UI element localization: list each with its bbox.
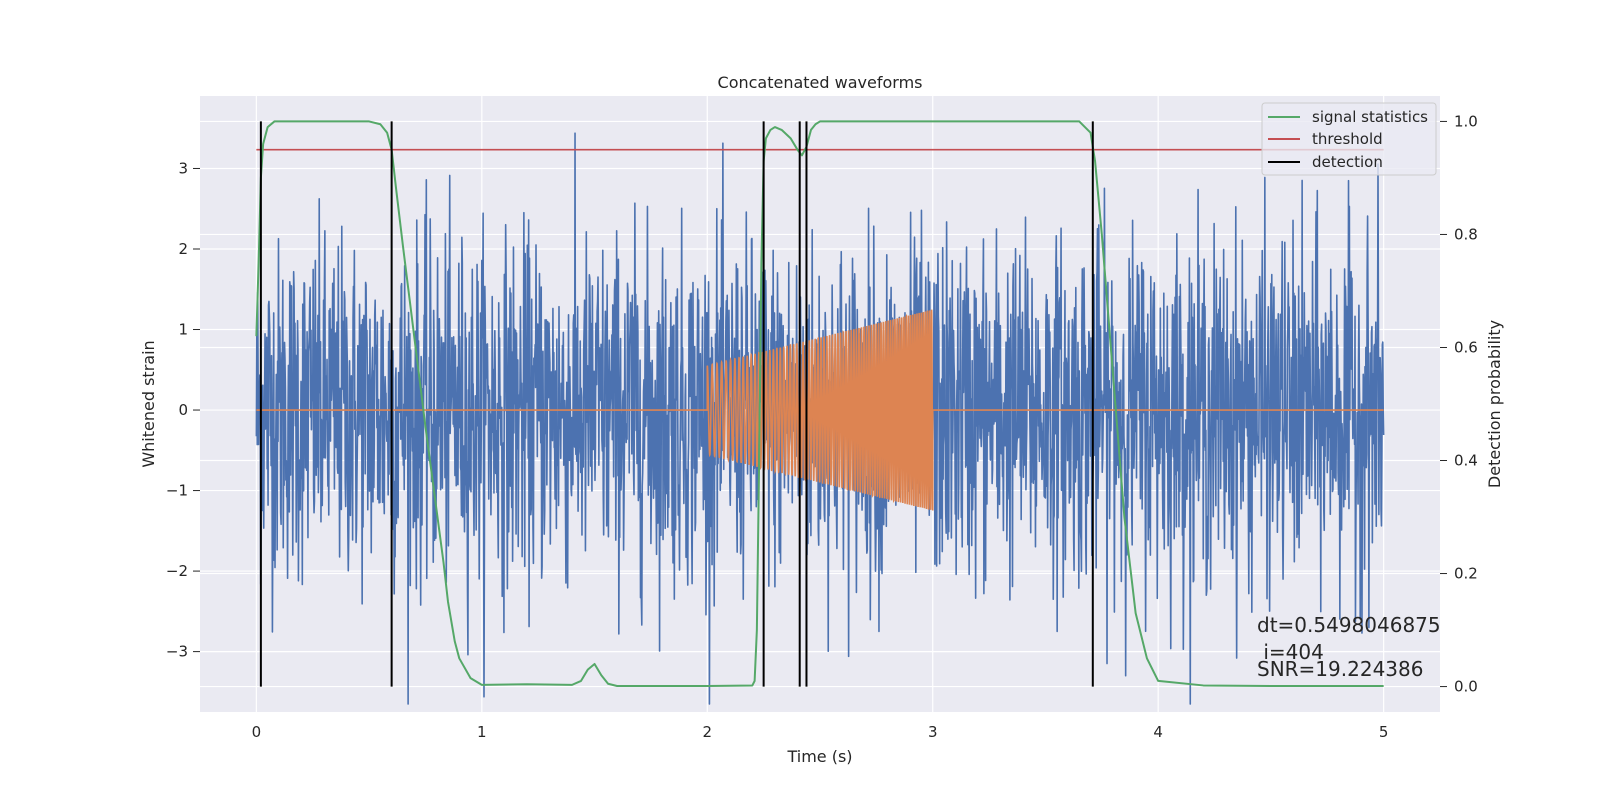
template-series-line: [256, 309, 1384, 511]
legend-label-threshold: threshold: [1312, 130, 1383, 148]
x-tick-label: 4: [1153, 723, 1163, 741]
signal-statistics-line: [255, 120, 1384, 687]
y-tick-label-right: 0.2: [1454, 565, 1478, 583]
y-axis-label-left: Whitened strain: [139, 340, 158, 467]
ticks: 0 1 2 3 4 5 −3 −2 −1 0 1 2 3 0.0 0.2 0.4 0.6 0.8 1.0: [166, 112, 1478, 741]
y-tick-label-left: −3: [166, 643, 188, 661]
x-tick-label: 1: [477, 723, 487, 741]
annotation-i: i=404: [1257, 640, 1324, 664]
legend-label-detection: detection: [1312, 153, 1383, 171]
annotation-snr: SNR=19.224386: [1257, 657, 1423, 681]
y-tick-label-left: 2: [178, 240, 188, 258]
x-tick-label: 2: [702, 723, 712, 741]
annotation-dt: dt=0.5498046875: [1257, 613, 1441, 637]
chart-title: Concatenated waveforms: [718, 73, 923, 92]
y-tick-label-left: 1: [178, 321, 188, 339]
y-tick-label-right: 1.0: [1454, 112, 1478, 130]
annotations: dt=0.5498046875 i=404 SNR=19.224386: [1257, 613, 1441, 681]
x-axis-label: Time (s): [786, 747, 852, 766]
y-tick-label-right: 0.4: [1454, 452, 1478, 470]
y-tick-label-right: 0.6: [1454, 338, 1478, 356]
y-axis-label-right: Detection probability: [1485, 320, 1504, 488]
x-tick-label: 5: [1379, 723, 1389, 741]
y-tick-label-left: 0: [178, 401, 188, 419]
legend-box: [1261, 102, 1437, 176]
y-tick-label-right: 0.0: [1454, 678, 1478, 696]
x-tick-label: 0: [252, 723, 262, 741]
y-tick-label-right: 0.8: [1454, 225, 1478, 243]
data-layer: [255, 120, 1385, 705]
legend-label-signal-statistics: signal statistics: [1312, 108, 1428, 126]
x-tick-label: 3: [928, 723, 938, 741]
y-tick-label-left: −1: [166, 482, 188, 500]
legend: signal statistics threshold detection: [1261, 102, 1437, 176]
y-tick-label-left: 3: [178, 159, 188, 177]
y-tick-label-left: −2: [166, 562, 188, 580]
